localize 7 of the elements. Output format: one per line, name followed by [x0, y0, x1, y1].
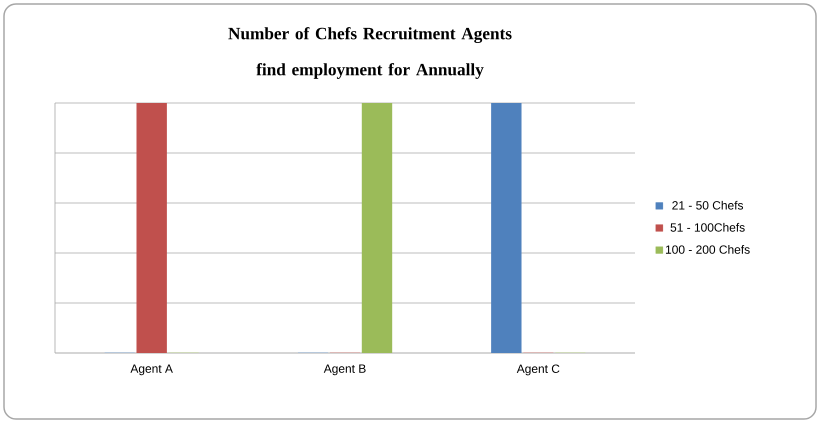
- x-tick-label: Agent C: [516, 364, 560, 376]
- legend-label: 21 - 50 Chefs: [672, 200, 744, 210]
- x-tick-label: Agent B: [324, 364, 366, 376]
- legend-label: 100 - 200 Chefs: [666, 245, 750, 254]
- legend-label: 51 - 100Chefs: [670, 222, 745, 232]
- x-tick-label: Agent A: [130, 364, 173, 376]
- chart-title: Number of Chefs Recruitment Agents find employment for Annually: [228, 27, 512, 79]
